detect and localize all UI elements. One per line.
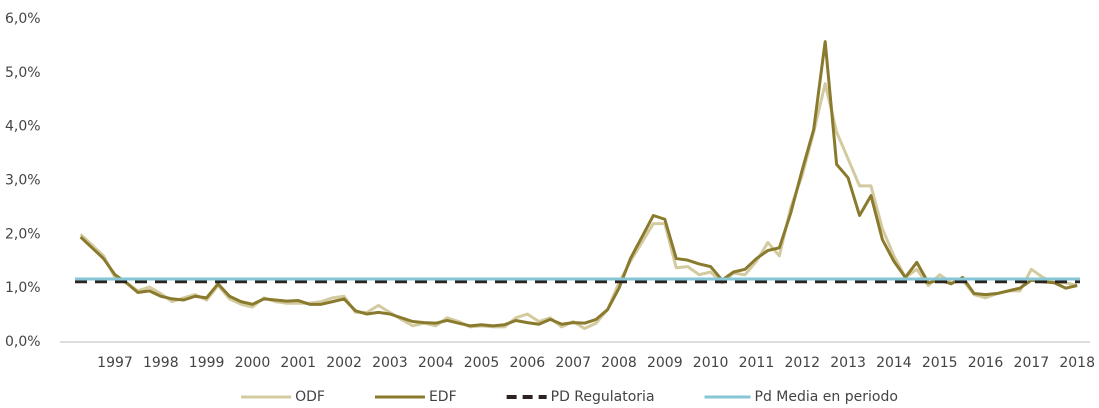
x-tick-label: 2017 xyxy=(1014,355,1050,371)
data-line xyxy=(79,40,1078,328)
y-tick-label: 4,0% xyxy=(5,119,41,135)
x-tick-label: 1998 xyxy=(143,355,179,371)
x-tick-label: 2000 xyxy=(235,355,271,371)
x-tick-label: 1997 xyxy=(97,355,133,371)
x-tick-label: 2018 xyxy=(1059,355,1095,371)
y-tick-label: 2,0% xyxy=(5,226,41,242)
y-tick-label: 6,0% xyxy=(5,11,41,27)
x-tick-label: 2011 xyxy=(739,355,775,371)
x-tick-label: 2016 xyxy=(968,355,1004,371)
y-tick-label: 3,0% xyxy=(5,173,41,189)
x-tick-label: 1999 xyxy=(189,355,225,371)
legend-label: ODF xyxy=(295,389,325,405)
x-tick-label: 2002 xyxy=(326,355,362,371)
legend-label: Pd Media en periodo xyxy=(755,389,898,405)
x-tick-label: 2014 xyxy=(876,355,912,371)
data-line xyxy=(79,82,1078,331)
x-tick-label: 2015 xyxy=(922,355,958,371)
y-tick-label: 1,0% xyxy=(5,280,41,296)
x-tick-label: 2010 xyxy=(693,355,729,371)
x-tick-label: 2012 xyxy=(784,355,820,371)
x-tick-label: 2004 xyxy=(418,355,454,371)
x-tick-label: 2008 xyxy=(601,355,637,371)
x-tick-label: 2006 xyxy=(510,355,546,371)
legend-label: EDF xyxy=(429,389,457,405)
x-tick-label: 2005 xyxy=(464,355,500,371)
x-tick-label: 2007 xyxy=(555,355,591,371)
legend-label: PD Regulatoria xyxy=(551,389,655,405)
x-tick-label: 2013 xyxy=(830,355,866,371)
y-tick-label: 5,0% xyxy=(5,65,41,81)
x-tick-label: 2003 xyxy=(372,355,408,371)
y-tick-label: 0,0% xyxy=(5,334,41,350)
x-tick-label: 2001 xyxy=(280,355,316,371)
x-tick-label: 2009 xyxy=(647,355,683,371)
